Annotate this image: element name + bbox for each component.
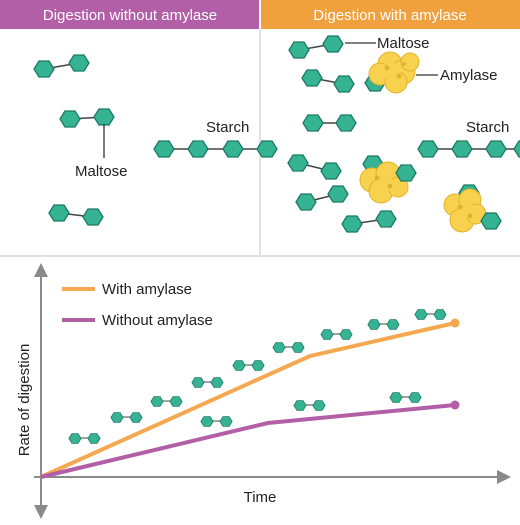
maltose-molecule: [33, 54, 90, 78]
maltose-icon: [389, 392, 422, 403]
y-axis-label: Rate of digestion: [16, 344, 33, 457]
legend-label-without-amylase: Without amylase: [102, 312, 213, 329]
amylase-enzyme: [443, 184, 502, 233]
starch-label: Starch: [206, 119, 249, 136]
starch-chain: [417, 140, 520, 158]
maltose-molecule: [302, 114, 357, 132]
rate-graph: Rate of digestion Time With amylase With…: [16, 263, 511, 519]
endpoint-without-amylase: [450, 400, 460, 410]
maltose-icon: [68, 433, 101, 444]
maltose-molecule: [59, 108, 115, 128]
maltose-label: Maltose: [75, 163, 128, 180]
maltose-icon: [232, 360, 265, 371]
maltose-icon: [320, 329, 353, 340]
maltose-icon: [200, 416, 233, 427]
line-without-amylase: [40, 403, 456, 479]
maltose-icon: [414, 309, 447, 320]
panel-title-without-amylase: Digestion without amylase: [43, 7, 217, 24]
maltose-icon: [272, 342, 305, 353]
right-panel: Maltose Amylase Starch: [287, 35, 520, 233]
amylase-label: Amylase: [440, 67, 498, 84]
maltose-icon: [191, 377, 224, 388]
maltose-icon: [293, 400, 326, 411]
maltose-label: Maltose: [377, 35, 430, 52]
graph-maltose-icons: [68, 309, 447, 444]
x-axis-label: Time: [244, 489, 277, 506]
amylase-enzyme: [359, 155, 417, 204]
header-without-amylase: [0, 0, 259, 29]
maltose-icon: [110, 412, 143, 423]
maltose-molecule: [295, 185, 349, 211]
endpoint-with-amylase: [450, 318, 460, 328]
panel-title-with-amylase: Digestion with amylase: [313, 7, 466, 24]
left-panel: Maltose Starch: [33, 54, 278, 226]
maltose-icon: [367, 319, 400, 330]
maltose-molecule: [48, 204, 104, 226]
starch-label: Starch: [466, 119, 509, 136]
amylase-enzyme: [364, 51, 420, 94]
maltose-icon: [150, 396, 183, 407]
maltose-molecule: [287, 154, 342, 180]
starch-chain: [153, 140, 278, 158]
header-with-amylase: [261, 0, 520, 29]
maltose-molecule: [301, 69, 355, 93]
line-with-amylase: [40, 321, 456, 479]
maltose-molecule: [341, 210, 397, 233]
legend-label-with-amylase: With amylase: [102, 281, 192, 298]
maltose-molecule: [288, 35, 344, 59]
